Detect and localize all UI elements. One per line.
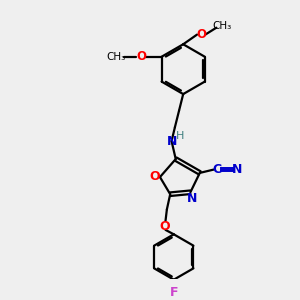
Text: O: O (160, 220, 170, 232)
Text: O: O (136, 50, 146, 63)
Text: H: H (176, 131, 184, 141)
Text: C: C (212, 163, 221, 176)
Text: CH₃: CH₃ (106, 52, 126, 62)
Text: O: O (149, 170, 160, 183)
Text: O: O (196, 28, 206, 40)
Text: N: N (187, 192, 197, 205)
Text: N: N (232, 163, 242, 176)
Text: F: F (169, 286, 178, 299)
Text: N: N (167, 135, 177, 148)
Text: CH₃: CH₃ (213, 21, 232, 31)
